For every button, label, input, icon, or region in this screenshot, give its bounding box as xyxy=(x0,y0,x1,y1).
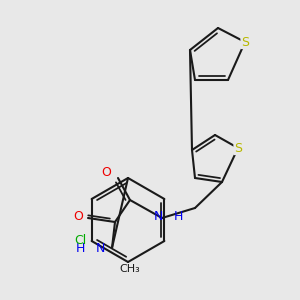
Text: S: S xyxy=(241,35,249,49)
Text: N: N xyxy=(153,209,163,223)
Text: H: H xyxy=(75,242,85,254)
Text: O: O xyxy=(73,209,83,223)
Text: O: O xyxy=(101,166,111,178)
Text: CH₃: CH₃ xyxy=(119,265,140,275)
Text: N: N xyxy=(95,242,105,254)
Text: H: H xyxy=(173,209,183,223)
Text: S: S xyxy=(234,142,242,154)
Text: Cl: Cl xyxy=(74,234,86,247)
